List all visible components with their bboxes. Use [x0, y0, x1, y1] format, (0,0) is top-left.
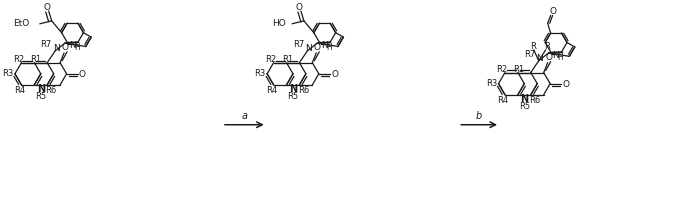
Text: R1: R1 [513, 65, 524, 74]
Text: N: N [37, 84, 45, 94]
Text: R5: R5 [288, 92, 299, 101]
Text: N: N [552, 51, 559, 60]
Text: O: O [545, 53, 552, 62]
Text: O: O [549, 7, 556, 16]
Text: H: H [327, 43, 332, 52]
Text: O: O [314, 43, 321, 52]
Text: R5: R5 [519, 102, 530, 111]
Text: b: b [476, 111, 482, 121]
Text: R5: R5 [35, 92, 46, 101]
Text: O: O [43, 3, 50, 12]
Text: HO: HO [272, 19, 286, 28]
Text: N: N [321, 41, 327, 50]
Text: N: N [53, 44, 59, 53]
Text: R2: R2 [13, 55, 24, 64]
Text: R4: R4 [266, 86, 277, 95]
Text: O: O [61, 43, 68, 52]
Text: H: H [558, 53, 563, 62]
Text: R3: R3 [486, 79, 497, 88]
Text: R2: R2 [496, 65, 507, 74]
Text: R: R [544, 42, 549, 51]
Text: H: H [74, 43, 80, 52]
Text: R6: R6 [298, 86, 309, 95]
Text: R4: R4 [14, 86, 25, 95]
Text: a: a [242, 111, 247, 121]
Text: EtO: EtO [13, 19, 30, 28]
Text: N: N [536, 54, 543, 63]
Text: R2: R2 [265, 55, 276, 64]
Text: R1: R1 [30, 55, 41, 64]
Text: R1: R1 [282, 55, 293, 64]
Text: R6: R6 [529, 96, 540, 105]
Text: N: N [305, 44, 312, 53]
Text: R4: R4 [498, 96, 509, 105]
Text: N: N [68, 41, 75, 50]
Text: R7: R7 [524, 50, 535, 59]
Text: R: R [530, 42, 535, 51]
Text: R7: R7 [40, 40, 52, 49]
Text: N: N [289, 84, 297, 94]
Text: R3: R3 [255, 69, 266, 78]
Text: O: O [563, 80, 570, 89]
Text: R3: R3 [2, 69, 14, 78]
Text: O: O [331, 70, 338, 79]
Text: O: O [79, 70, 86, 79]
Text: N: N [520, 94, 528, 104]
Text: R6: R6 [45, 86, 57, 95]
Text: O: O [295, 3, 302, 12]
Text: R7: R7 [292, 40, 304, 49]
